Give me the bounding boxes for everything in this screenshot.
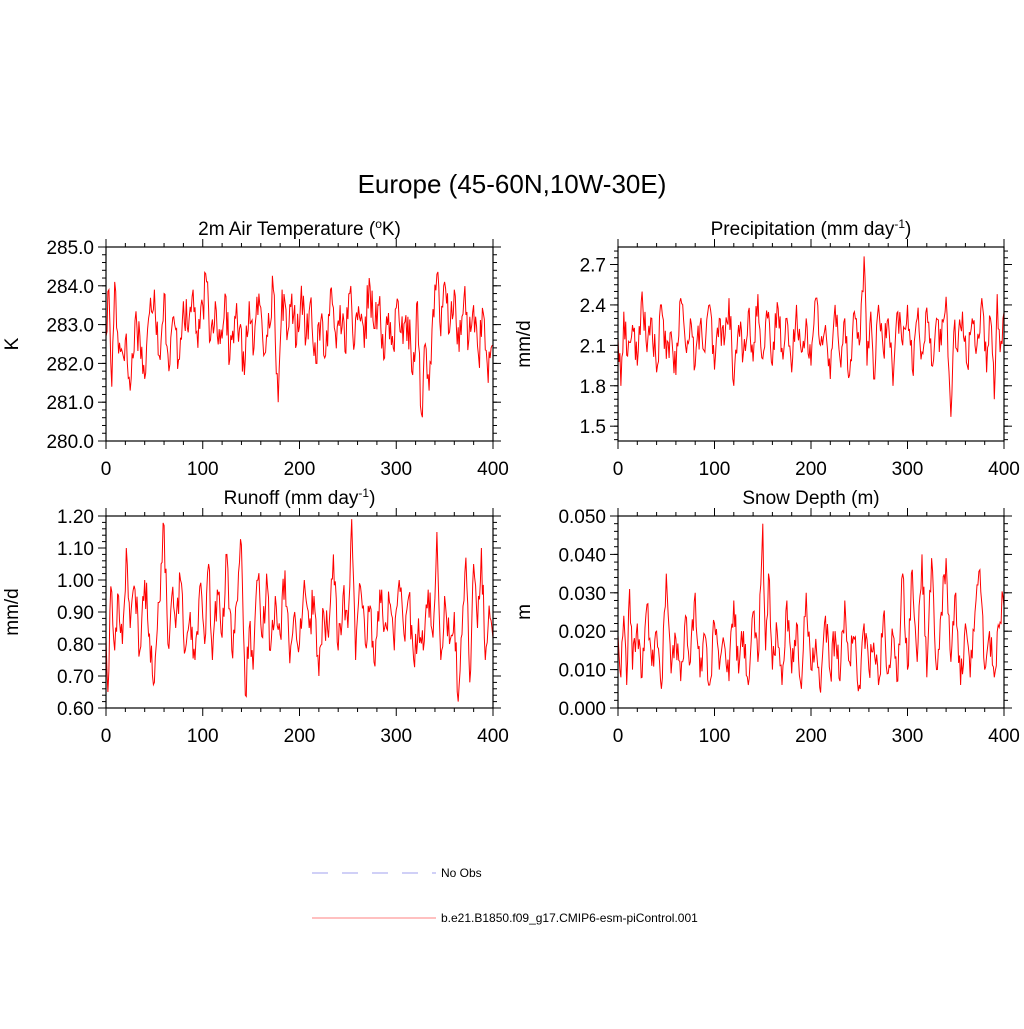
x-tick-label: 100 bbox=[699, 726, 731, 747]
y-tick-label: 0.040 bbox=[558, 545, 606, 566]
y-axis-label: mm/d bbox=[2, 588, 23, 636]
x-tick-label: 100 bbox=[187, 459, 219, 480]
y-axis-label: K bbox=[2, 337, 23, 350]
panel-4: Snow Depth (m) m 0 100 200 300 400 0.000 0.010 0.… bbox=[514, 488, 1020, 747]
y-tick-label: 0.60 bbox=[57, 699, 94, 720]
y-tick-label: 0.80 bbox=[57, 635, 94, 656]
panel-title: 2m Air Temperature (oK) bbox=[198, 217, 401, 240]
plot-frame bbox=[105, 246, 494, 442]
y-tick-label: 280.0 bbox=[46, 432, 94, 453]
panel-title: Precipitation (mm day-1) bbox=[711, 217, 912, 240]
panel-3: Runoff (mm day-1) mm/d 0 100 200 300 400 0.60 0.… bbox=[2, 486, 509, 747]
y-tick-label: 1.20 bbox=[57, 507, 94, 528]
x-tick-label: 200 bbox=[284, 726, 316, 747]
y-tick-label: 285.0 bbox=[46, 238, 94, 259]
y-tick-label: 0.030 bbox=[558, 584, 606, 605]
y-tick-label: 0.90 bbox=[57, 603, 94, 624]
x-tick-label: 0 bbox=[101, 459, 112, 480]
series-line bbox=[617, 523, 1005, 693]
y-tick-label: 0.70 bbox=[57, 667, 94, 688]
panel-1: 2m Air Temperature (oK) K 0 100 200 300 400 280… bbox=[2, 217, 509, 480]
x-tick-label: 0 bbox=[613, 459, 624, 480]
panel-title: Runoff (mm day-1) bbox=[224, 486, 376, 509]
y-tick-label: 0.020 bbox=[558, 622, 606, 643]
x-tick-label: 100 bbox=[699, 459, 731, 480]
y-tick-label: 2.1 bbox=[580, 336, 606, 357]
x-tick-label: 300 bbox=[892, 726, 924, 747]
y-tick-label: 1.00 bbox=[57, 571, 94, 592]
x-tick-label: 400 bbox=[988, 726, 1020, 747]
x-tick-label: 100 bbox=[187, 726, 219, 747]
y-tick-label: 1.10 bbox=[57, 539, 94, 560]
x-tick-label: 400 bbox=[988, 459, 1020, 480]
y-tick-label: 0.010 bbox=[558, 661, 606, 682]
y-tick-label: 283.0 bbox=[46, 316, 94, 337]
panel-2: Precipitation (mm day-1) mm/d 0 100 200 300 40… bbox=[514, 217, 1020, 480]
x-tick-label: 200 bbox=[795, 726, 827, 747]
plot-frame bbox=[617, 246, 1005, 442]
x-tick-label: 300 bbox=[892, 459, 924, 480]
y-axis-label: mm/d bbox=[514, 320, 535, 368]
y-tick-label: 1.5 bbox=[580, 417, 606, 438]
plot-frame bbox=[617, 515, 1005, 709]
legend-label: No Obs bbox=[441, 866, 482, 880]
y-tick-label: 282.0 bbox=[46, 354, 94, 375]
y-tick-label: 281.0 bbox=[46, 393, 94, 414]
x-tick-label: 200 bbox=[795, 459, 827, 480]
legend: No Obs b.e21.B1850.f09_g17.CMIP6-esm-piCo… bbox=[312, 866, 698, 925]
x-tick-label: 0 bbox=[101, 726, 112, 747]
series-line bbox=[105, 270, 494, 418]
figure-title: Europe (45-60N,10W-30E) bbox=[358, 169, 667, 199]
y-tick-label: 0.000 bbox=[558, 699, 606, 720]
y-tick-label: 0.050 bbox=[558, 507, 606, 528]
series-line bbox=[617, 256, 1005, 417]
y-tick-label: 1.8 bbox=[580, 377, 606, 398]
legend-label: b.e21.B1850.f09_g17.CMIP6-esm-piControl.… bbox=[441, 911, 698, 925]
x-tick-label: 400 bbox=[477, 726, 509, 747]
x-tick-label: 300 bbox=[380, 726, 412, 747]
panel-title: Snow Depth (m) bbox=[742, 488, 879, 509]
y-tick-label: 284.0 bbox=[46, 277, 94, 298]
x-tick-label: 300 bbox=[380, 459, 412, 480]
y-tick-label: 2.4 bbox=[580, 296, 607, 317]
series-line bbox=[105, 519, 494, 702]
x-tick-label: 0 bbox=[613, 726, 624, 747]
y-tick-label: 2.7 bbox=[580, 256, 606, 277]
y-axis-label: m bbox=[514, 604, 535, 620]
x-tick-label: 200 bbox=[284, 459, 316, 480]
panels: 2m Air Temperature (oK) K 0 100 200 300 400 280… bbox=[2, 217, 1020, 747]
x-tick-label: 400 bbox=[477, 459, 509, 480]
